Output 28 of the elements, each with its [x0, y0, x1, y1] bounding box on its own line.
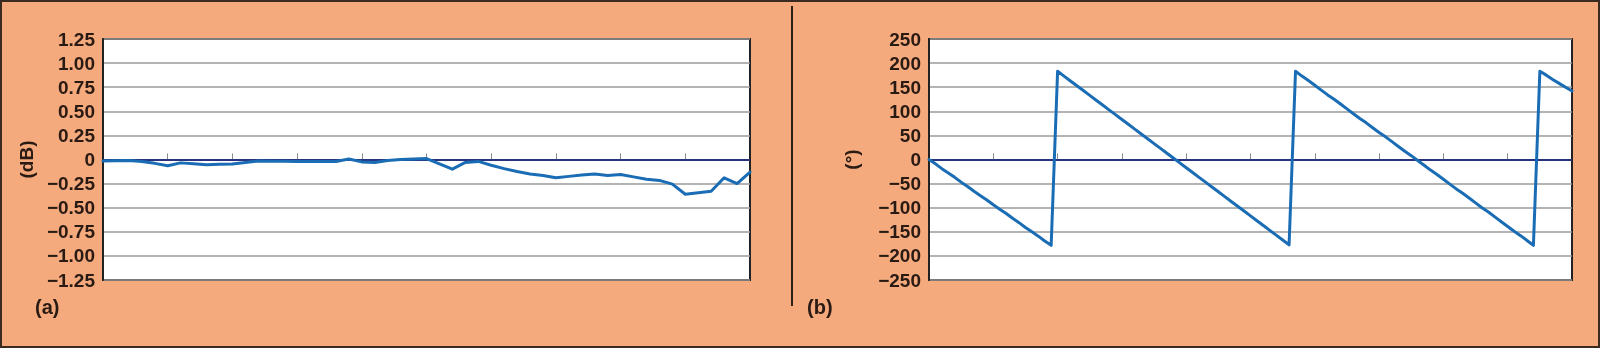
y-tick-label: 0.50	[58, 100, 95, 122]
line-series	[101, 157, 752, 196]
line-series	[927, 69, 1574, 247]
text: (b)	[807, 296, 833, 318]
y-tick-label: −0.75	[46, 221, 96, 243]
y-axis-title: (°)	[841, 149, 862, 170]
y-tick-label: −200	[878, 245, 921, 267]
y-tick-label: 0	[910, 149, 921, 170]
y-tick-label: 1.00	[58, 52, 95, 74]
y-tick-label: −50	[888, 173, 921, 195]
text: (a)	[35, 296, 60, 318]
y-tick-label: 0	[84, 149, 95, 170]
y-tick-label: 0.25	[58, 124, 96, 146]
y-tick-label: 0.75	[58, 76, 96, 98]
y-tick-label: −0.50	[46, 197, 95, 219]
y-tick-label: 100	[889, 100, 921, 122]
y-tick-label: −100	[878, 197, 921, 219]
y-tick-label: 1.25	[58, 28, 96, 50]
y-tick-label: −1.25	[46, 269, 96, 291]
y-tick-label: 200	[889, 52, 921, 74]
y-tick-label: −250	[878, 269, 921, 291]
y-tick-label: 150	[889, 76, 921, 98]
y-tick-label: −0.25	[46, 173, 96, 195]
y-axis-title: (dB)	[16, 140, 38, 179]
y-tick-label: −150	[878, 221, 921, 243]
y-tick-label: −1.00	[46, 245, 95, 267]
y-tick-label: 250	[889, 28, 921, 50]
y-tick-label: 50	[899, 124, 921, 146]
